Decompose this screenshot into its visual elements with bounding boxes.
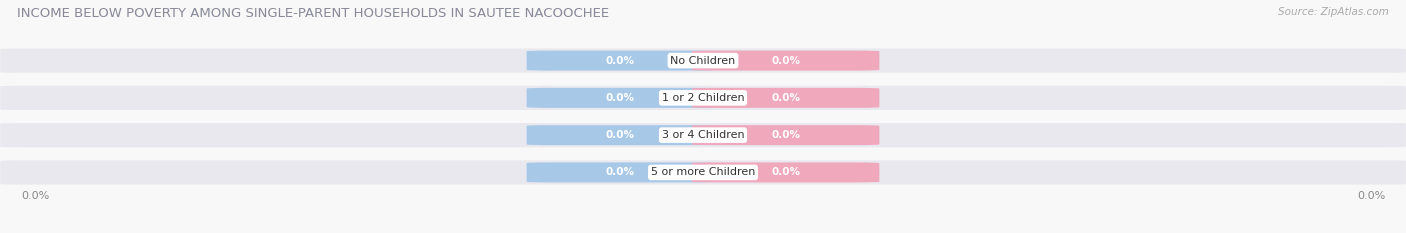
Text: Source: ZipAtlas.com: Source: ZipAtlas.com [1278, 7, 1389, 17]
Text: 1 or 2 Children: 1 or 2 Children [662, 93, 744, 103]
FancyBboxPatch shape [527, 125, 714, 145]
Text: 0.0%: 0.0% [606, 56, 636, 65]
Text: 0.0%: 0.0% [606, 168, 636, 177]
Text: 0.0%: 0.0% [770, 130, 800, 140]
FancyBboxPatch shape [692, 88, 879, 108]
FancyBboxPatch shape [692, 51, 879, 71]
Text: No Children: No Children [671, 56, 735, 65]
Text: 0.0%: 0.0% [770, 93, 800, 103]
FancyBboxPatch shape [692, 125, 879, 145]
Text: 0.0%: 0.0% [21, 191, 49, 201]
FancyBboxPatch shape [692, 162, 879, 182]
Text: INCOME BELOW POVERTY AMONG SINGLE-PARENT HOUSEHOLDS IN SAUTEE NACOOCHEE: INCOME BELOW POVERTY AMONG SINGLE-PARENT… [17, 7, 609, 20]
Text: 5 or more Children: 5 or more Children [651, 168, 755, 177]
Text: 3 or 4 Children: 3 or 4 Children [662, 130, 744, 140]
FancyBboxPatch shape [527, 88, 714, 108]
FancyBboxPatch shape [0, 123, 1406, 147]
Text: 0.0%: 0.0% [770, 168, 800, 177]
FancyBboxPatch shape [527, 51, 714, 71]
FancyBboxPatch shape [0, 86, 1406, 110]
Text: 0.0%: 0.0% [770, 56, 800, 65]
FancyBboxPatch shape [0, 160, 1406, 185]
Text: 0.0%: 0.0% [606, 130, 636, 140]
Text: 0.0%: 0.0% [1357, 191, 1385, 201]
FancyBboxPatch shape [0, 48, 1406, 73]
Text: 0.0%: 0.0% [606, 93, 636, 103]
FancyBboxPatch shape [527, 162, 714, 182]
